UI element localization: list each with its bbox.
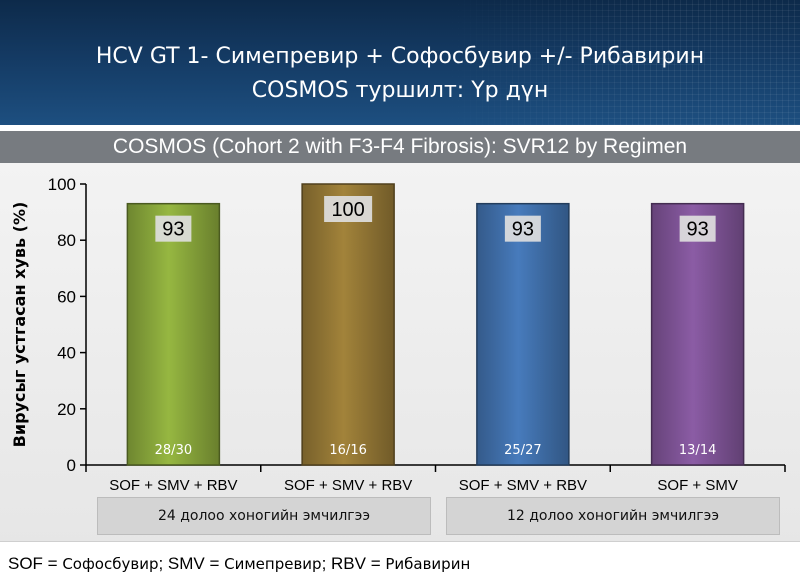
y-tick-label: 80 [57, 231, 76, 250]
fraction-label: 13/14 [679, 443, 716, 458]
plot-area: 0 20 40 60 80 100 Вирусыг устгасан хувь (%) 93 2… [0, 163, 800, 553]
data-label-box [504, 215, 541, 242]
group-label-24-weeks: 24 долоо хоногийн эмчилгээ [97, 497, 431, 535]
data-label: 93 [687, 219, 709, 241]
data-label-box [679, 215, 716, 242]
data-label-box [155, 215, 192, 242]
header-decoration [440, 0, 800, 125]
y-tick-label: 100 [48, 175, 76, 194]
fraction-label: 25/27 [504, 443, 541, 458]
footnote-sof-name: Софосбувир [62, 555, 159, 573]
data-label: 93 [512, 219, 534, 241]
chart-title: COSMOS (Cohort 2 with F3-F4 Fibrosis): S… [0, 131, 800, 163]
fraction-label: 16/16 [329, 443, 366, 458]
y-tick-label: 40 [57, 344, 76, 363]
x-tick-label: SOF + SMV + RBV [459, 477, 587, 494]
x-tick-label: SOF + SMV [657, 477, 737, 494]
bar [476, 202, 570, 466]
title-line-1: HCV GT 1- Симепревир + Софосбувир +/- Ри… [95, 44, 705, 69]
x-tick-label: SOF + SMV + RBV [109, 477, 237, 494]
bar [126, 202, 221, 466]
data-label: 100 [331, 199, 364, 221]
y-tick-label: 0 [67, 456, 76, 475]
footnote-smv-name: Симепревир [224, 555, 322, 573]
title-line-2: COSMOS туршилт: Үр дүн [251, 78, 549, 103]
bar-chart: 0 20 40 60 80 100 Вирусыг устгасан хувь (%) 93 2… [10, 175, 786, 494]
group-label-12-weeks: 12 долоо хоногийн эмчилгээ [446, 497, 780, 535]
footnote-rbv-abbr: ; RBV = [321, 554, 386, 573]
data-label-box [324, 196, 373, 222]
abbreviation-footnote: SOF = Софосбувир; SMV = Симепревир; RBV … [0, 541, 800, 587]
y-tick-label: 20 [57, 400, 76, 419]
footnote-rbv-name: Рибавирин [385, 555, 471, 573]
bar [301, 183, 395, 466]
bar [650, 202, 745, 466]
x-tick-label: SOF + SMV + RBV [284, 477, 412, 494]
title-header: HCV GT 1- Симепревир + Софосбувир +/- Ри… [0, 0, 800, 125]
footnote-sof-abbr: SOF = [8, 554, 63, 573]
y-axis-label: Вирусыг устгасан хувь (%) [10, 202, 29, 448]
y-tick-label: 60 [57, 287, 76, 306]
data-label: 93 [162, 219, 184, 241]
fraction-label: 28/30 [155, 443, 192, 458]
footnote-smv-abbr: ; SMV = [158, 554, 225, 573]
